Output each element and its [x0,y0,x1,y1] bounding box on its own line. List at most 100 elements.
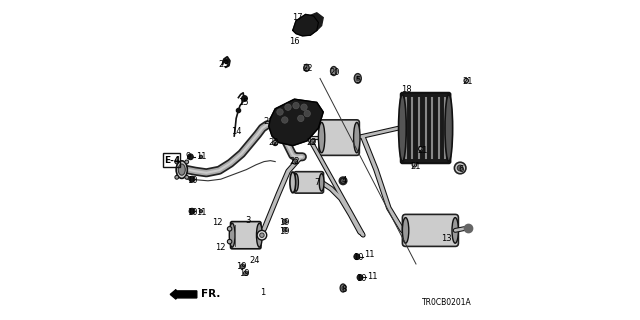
Ellipse shape [445,94,452,162]
Circle shape [227,239,232,244]
Polygon shape [269,99,323,146]
Circle shape [242,265,244,267]
Circle shape [304,66,309,71]
Text: 14: 14 [231,127,241,136]
Text: 7: 7 [314,178,319,187]
Circle shape [243,271,248,276]
Text: 12: 12 [212,218,223,227]
Text: FR.: FR. [201,289,220,300]
Ellipse shape [294,173,298,191]
Circle shape [227,227,232,231]
Ellipse shape [178,164,186,175]
Circle shape [293,102,300,109]
Circle shape [412,163,417,167]
Circle shape [188,154,193,160]
Ellipse shape [229,223,235,247]
Circle shape [283,219,287,224]
Ellipse shape [356,76,360,81]
FancyBboxPatch shape [294,172,323,193]
Circle shape [277,109,283,115]
Circle shape [189,176,195,182]
Text: 11: 11 [367,272,378,281]
FancyBboxPatch shape [230,222,261,249]
Text: 18: 18 [401,85,412,94]
Ellipse shape [304,64,309,71]
Circle shape [298,115,304,122]
Text: 20: 20 [329,68,340,76]
Text: 17: 17 [292,13,303,22]
Polygon shape [292,14,319,36]
FancyArrow shape [170,290,197,299]
Ellipse shape [399,94,406,162]
Ellipse shape [452,218,458,243]
Circle shape [312,141,314,143]
Text: TR0CB0201A: TR0CB0201A [422,298,471,307]
Text: 10: 10 [187,208,197,217]
Text: 1: 1 [260,288,265,297]
Ellipse shape [176,161,188,179]
Circle shape [284,229,285,231]
Text: 2: 2 [263,117,268,126]
Circle shape [292,159,298,164]
Ellipse shape [355,74,361,83]
Text: 3: 3 [245,216,251,225]
Text: 11: 11 [196,152,207,161]
Text: 19: 19 [279,227,289,236]
Circle shape [304,110,310,117]
Text: 4: 4 [341,176,347,185]
Text: 22: 22 [268,138,279,147]
Ellipse shape [319,173,324,191]
Text: 22: 22 [289,157,300,166]
Circle shape [464,78,468,83]
Text: 12: 12 [215,244,225,252]
Circle shape [419,147,423,151]
Circle shape [354,254,360,260]
Circle shape [357,275,363,280]
Text: 19: 19 [236,262,247,271]
Circle shape [454,162,466,174]
Circle shape [457,165,463,171]
Text: 16: 16 [289,37,300,46]
Text: 21: 21 [411,162,421,171]
Text: 24: 24 [249,256,260,265]
Circle shape [294,161,296,163]
Circle shape [342,179,344,182]
Circle shape [175,160,179,164]
Text: 11: 11 [196,208,207,217]
Circle shape [200,210,202,213]
Circle shape [244,272,247,274]
Text: 5: 5 [356,76,361,84]
Circle shape [285,104,291,110]
Circle shape [175,175,179,179]
Text: 23: 23 [219,60,229,68]
Text: 11: 11 [364,250,375,259]
Text: 8: 8 [341,285,347,294]
Ellipse shape [319,123,325,153]
Ellipse shape [290,172,296,193]
Circle shape [283,228,287,232]
Ellipse shape [354,123,360,153]
Text: 19: 19 [279,218,289,227]
Ellipse shape [340,284,346,292]
FancyBboxPatch shape [403,214,458,246]
Text: 22: 22 [302,64,312,73]
Text: 9: 9 [186,152,191,161]
Circle shape [305,67,307,69]
Text: 21: 21 [462,77,472,86]
Circle shape [284,220,285,222]
Circle shape [240,264,245,268]
Circle shape [275,142,276,144]
Text: 15: 15 [238,98,248,107]
FancyBboxPatch shape [319,120,360,156]
Circle shape [339,177,347,185]
Circle shape [185,175,189,179]
FancyBboxPatch shape [401,93,451,163]
Circle shape [257,230,267,240]
Text: 10: 10 [353,253,364,262]
Text: 10: 10 [356,274,367,283]
Text: 6: 6 [458,165,463,174]
Circle shape [260,233,264,237]
Circle shape [185,160,189,164]
Ellipse shape [257,223,262,247]
Circle shape [273,140,278,146]
